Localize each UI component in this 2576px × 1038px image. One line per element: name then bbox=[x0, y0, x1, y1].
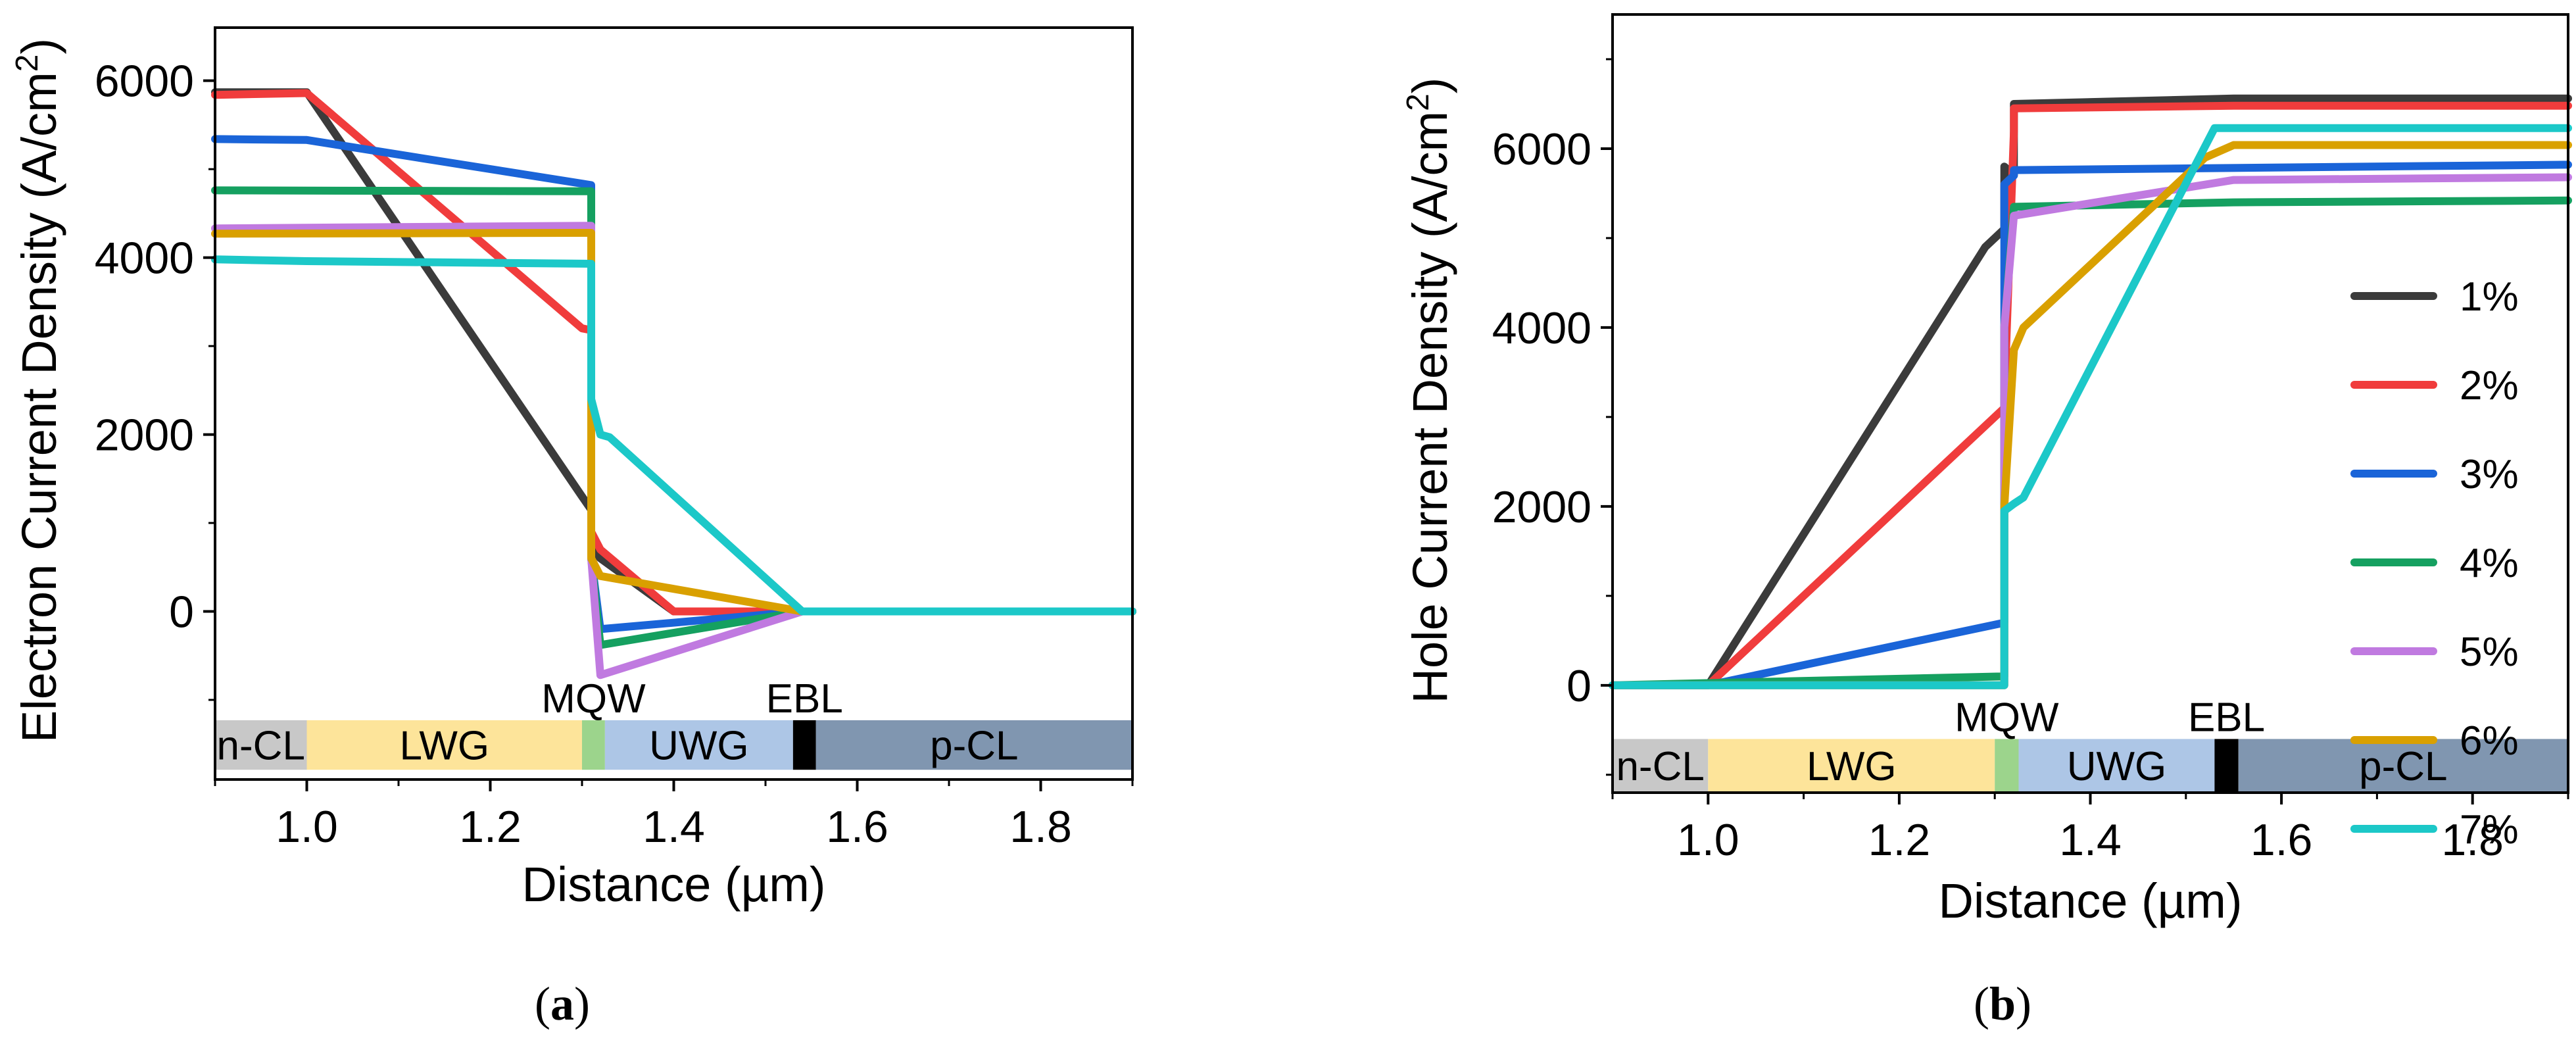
band-label-lwg: LWG bbox=[1807, 744, 1897, 789]
band-mqw bbox=[582, 720, 605, 770]
x-tick-label: 1.4 bbox=[643, 802, 705, 852]
x-axis-title: Distance (µm) bbox=[522, 857, 825, 912]
band-lwg bbox=[1708, 739, 1995, 793]
legend: 1% 2% 3% 4% 5% 6% 7% bbox=[2350, 274, 2519, 853]
series-line-2pct bbox=[1609, 101, 2572, 689]
x-tick-label: 1.2 bbox=[459, 802, 522, 852]
x-tick-label: 1.2 bbox=[1868, 815, 1931, 865]
band-label-ebl: EBL bbox=[2188, 695, 2265, 740]
band-p-cl bbox=[815, 720, 1132, 770]
band-label-n-cl: n-CL bbox=[217, 724, 305, 769]
y-tick-label: 0 bbox=[169, 587, 194, 637]
series-line-3pct bbox=[211, 135, 1136, 633]
legend-label-1pct: 1% bbox=[2460, 274, 2519, 320]
band-label-uwg: UWG bbox=[2067, 744, 2167, 789]
legend-label-5pct: 5% bbox=[2460, 630, 2519, 675]
band-uwg bbox=[2018, 739, 2215, 793]
series-line-7pct bbox=[211, 255, 1136, 616]
x-tick-label: 1.6 bbox=[826, 802, 888, 852]
x-tick-label: 1.6 bbox=[2250, 815, 2313, 865]
x-tick-label: 1.0 bbox=[276, 802, 338, 852]
y-axis-title: Hole Current Density (A/cm2) bbox=[1401, 78, 1457, 704]
x-tick-label: 1.8 bbox=[2441, 815, 2504, 865]
band-label-uwg: UWG bbox=[649, 724, 749, 769]
band-label-mqw: MQW bbox=[1955, 695, 2059, 740]
y-tick-label: 4000 bbox=[95, 234, 194, 284]
x-tick-label: 1.0 bbox=[1677, 815, 1739, 865]
y-tick-label: 2000 bbox=[1492, 482, 1592, 532]
band-label-p-cl: p-CL bbox=[930, 724, 1018, 769]
x-tick-label: 1.8 bbox=[1009, 802, 1072, 852]
x-axis-title: Distance (µm) bbox=[1938, 874, 2242, 928]
band-n-cl bbox=[1613, 739, 1709, 793]
y-tick-label: 0 bbox=[1567, 661, 1592, 711]
caption-b: (b) bbox=[1974, 977, 2031, 1030]
y-tick-label: 6000 bbox=[95, 57, 194, 107]
y-tick-label: 4000 bbox=[1492, 303, 1592, 353]
band-n-cl bbox=[215, 720, 307, 770]
caption-a: (a) bbox=[535, 977, 590, 1030]
band-label-n-cl: n-CL bbox=[1616, 744, 1704, 789]
band-label-ebl: EBL bbox=[766, 676, 843, 722]
series-line-1pct bbox=[1609, 94, 2572, 689]
band-uwg bbox=[604, 720, 793, 770]
band-ebl bbox=[792, 720, 816, 770]
band-label-p-cl: p-CL bbox=[2359, 744, 2447, 789]
legend-label-4pct: 4% bbox=[2460, 541, 2519, 586]
series-line-1pct bbox=[211, 88, 1136, 616]
band-mqw bbox=[1995, 739, 2019, 793]
y-tick-label: 6000 bbox=[1492, 124, 1592, 174]
band-ebl bbox=[2214, 739, 2239, 793]
y-axis-title: Electron Current Density (A/cm2) bbox=[10, 38, 66, 743]
y-tick-label: 2000 bbox=[95, 410, 194, 460]
legend-label-6pct: 6% bbox=[2460, 718, 2519, 764]
band-label-lwg: LWG bbox=[399, 724, 489, 769]
legend-label-2pct: 2% bbox=[2460, 363, 2519, 408]
series-line-7pct bbox=[1609, 124, 2572, 689]
legend-label-3pct: 3% bbox=[2460, 452, 2519, 497]
band-lwg bbox=[306, 720, 582, 770]
legend-label-7pct: 7% bbox=[2460, 807, 2519, 853]
band-p-cl bbox=[2238, 739, 2568, 793]
series-line-6pct bbox=[211, 229, 1136, 616]
plot-frame bbox=[214, 26, 1134, 781]
x-tick-label: 1.4 bbox=[2059, 815, 2122, 865]
series-line-2pct bbox=[211, 89, 1136, 616]
band-label-mqw: MQW bbox=[541, 676, 646, 722]
